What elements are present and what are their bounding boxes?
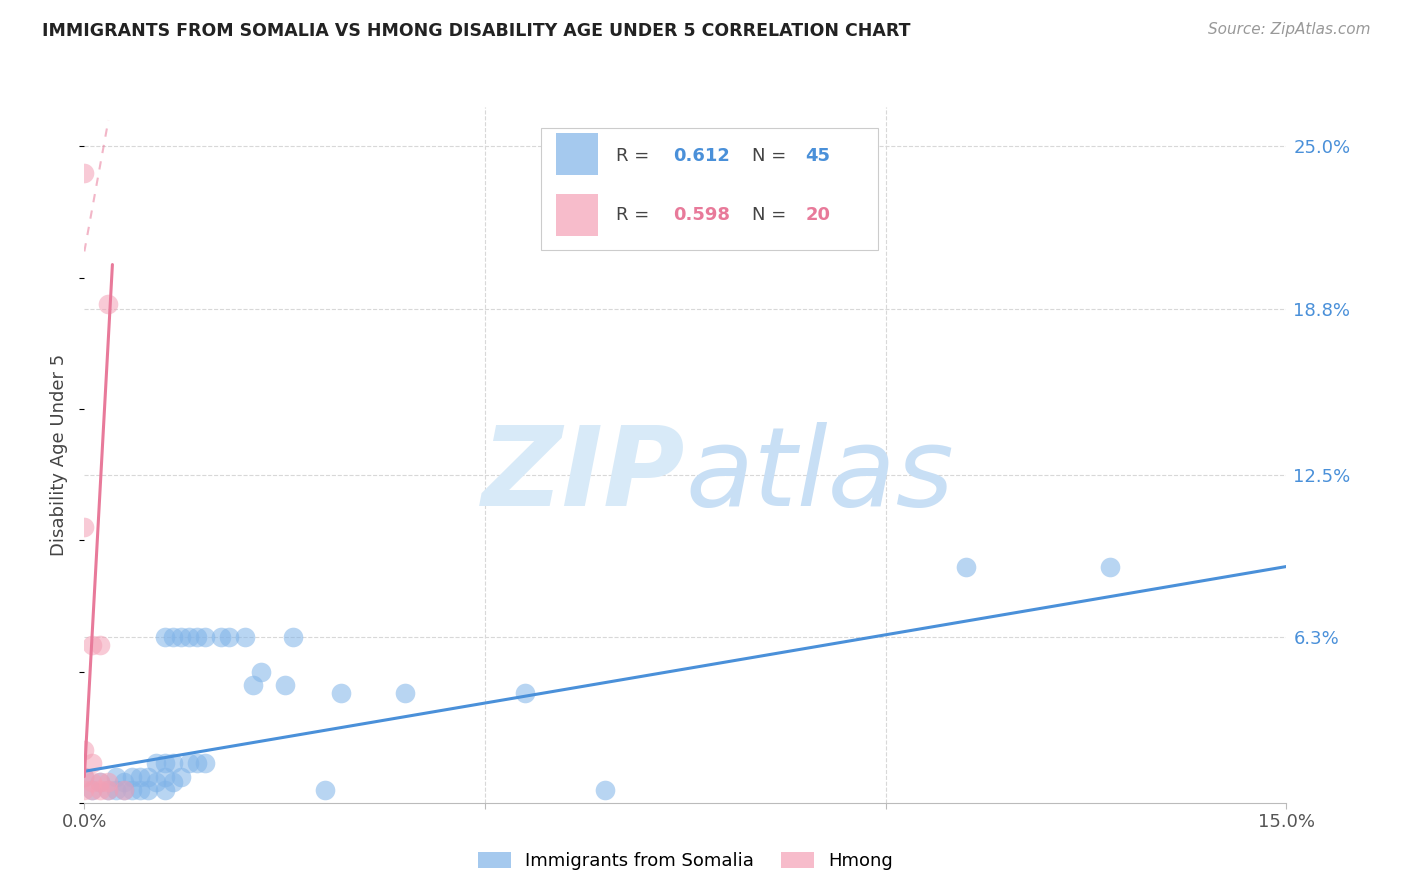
FancyBboxPatch shape xyxy=(555,194,598,235)
Point xyxy=(595,782,617,797)
Point xyxy=(82,782,104,797)
Text: 20: 20 xyxy=(806,206,831,224)
Point xyxy=(394,685,416,699)
Point xyxy=(97,782,120,797)
Point xyxy=(82,638,104,652)
Point xyxy=(121,782,143,797)
Point xyxy=(105,770,128,784)
Point xyxy=(162,756,184,771)
Point xyxy=(73,166,96,180)
Point xyxy=(314,782,336,797)
Y-axis label: Disability Age Under 5: Disability Age Under 5 xyxy=(51,354,69,556)
Point xyxy=(249,665,271,679)
Text: atlas: atlas xyxy=(686,422,955,529)
Point xyxy=(169,770,191,784)
Text: R =: R = xyxy=(616,206,650,224)
Point xyxy=(153,782,176,797)
Point xyxy=(153,631,176,645)
Text: N =: N = xyxy=(752,147,786,165)
Point xyxy=(73,782,96,797)
Point xyxy=(82,756,104,771)
Point xyxy=(162,631,184,645)
Point xyxy=(177,756,200,771)
Text: 0.612: 0.612 xyxy=(673,147,730,165)
Point xyxy=(209,631,232,645)
Point xyxy=(97,782,120,797)
Point xyxy=(162,774,184,789)
Point xyxy=(114,774,135,789)
Text: 0.598: 0.598 xyxy=(673,206,730,224)
Point xyxy=(1099,559,1122,574)
FancyBboxPatch shape xyxy=(541,128,877,250)
Point xyxy=(138,782,160,797)
Point xyxy=(82,782,104,797)
Point xyxy=(274,678,297,692)
Legend: Immigrants from Somalia, Hmong: Immigrants from Somalia, Hmong xyxy=(471,845,900,877)
Point xyxy=(73,770,96,784)
Point xyxy=(515,685,537,699)
Point xyxy=(242,678,264,692)
Point xyxy=(145,774,167,789)
Point xyxy=(955,559,977,574)
Point xyxy=(89,782,111,797)
Point xyxy=(218,631,240,645)
Point xyxy=(129,770,152,784)
Point xyxy=(89,774,111,789)
Point xyxy=(233,631,256,645)
Point xyxy=(329,685,352,699)
Point xyxy=(82,774,104,789)
Point xyxy=(169,631,191,645)
Point xyxy=(194,631,217,645)
FancyBboxPatch shape xyxy=(555,134,598,175)
Point xyxy=(89,774,111,789)
Point xyxy=(186,631,208,645)
Point xyxy=(186,756,208,771)
Text: R =: R = xyxy=(616,147,650,165)
Point xyxy=(97,297,120,311)
Point xyxy=(73,743,96,757)
Point xyxy=(194,756,217,771)
Point xyxy=(89,638,111,652)
Text: N =: N = xyxy=(752,206,786,224)
Text: Source: ZipAtlas.com: Source: ZipAtlas.com xyxy=(1208,22,1371,37)
Point xyxy=(73,520,96,534)
Point xyxy=(177,631,200,645)
Point xyxy=(114,782,135,797)
Point xyxy=(153,756,176,771)
Text: ZIP: ZIP xyxy=(482,422,686,529)
Point xyxy=(97,774,120,789)
Point xyxy=(114,782,135,797)
Point xyxy=(73,770,96,784)
Point xyxy=(153,770,176,784)
Point xyxy=(121,770,143,784)
Text: IMMIGRANTS FROM SOMALIA VS HMONG DISABILITY AGE UNDER 5 CORRELATION CHART: IMMIGRANTS FROM SOMALIA VS HMONG DISABIL… xyxy=(42,22,911,40)
Point xyxy=(145,756,167,771)
Point xyxy=(129,782,152,797)
Point xyxy=(105,782,128,797)
Point xyxy=(138,770,160,784)
Text: 45: 45 xyxy=(806,147,831,165)
Point xyxy=(281,631,304,645)
